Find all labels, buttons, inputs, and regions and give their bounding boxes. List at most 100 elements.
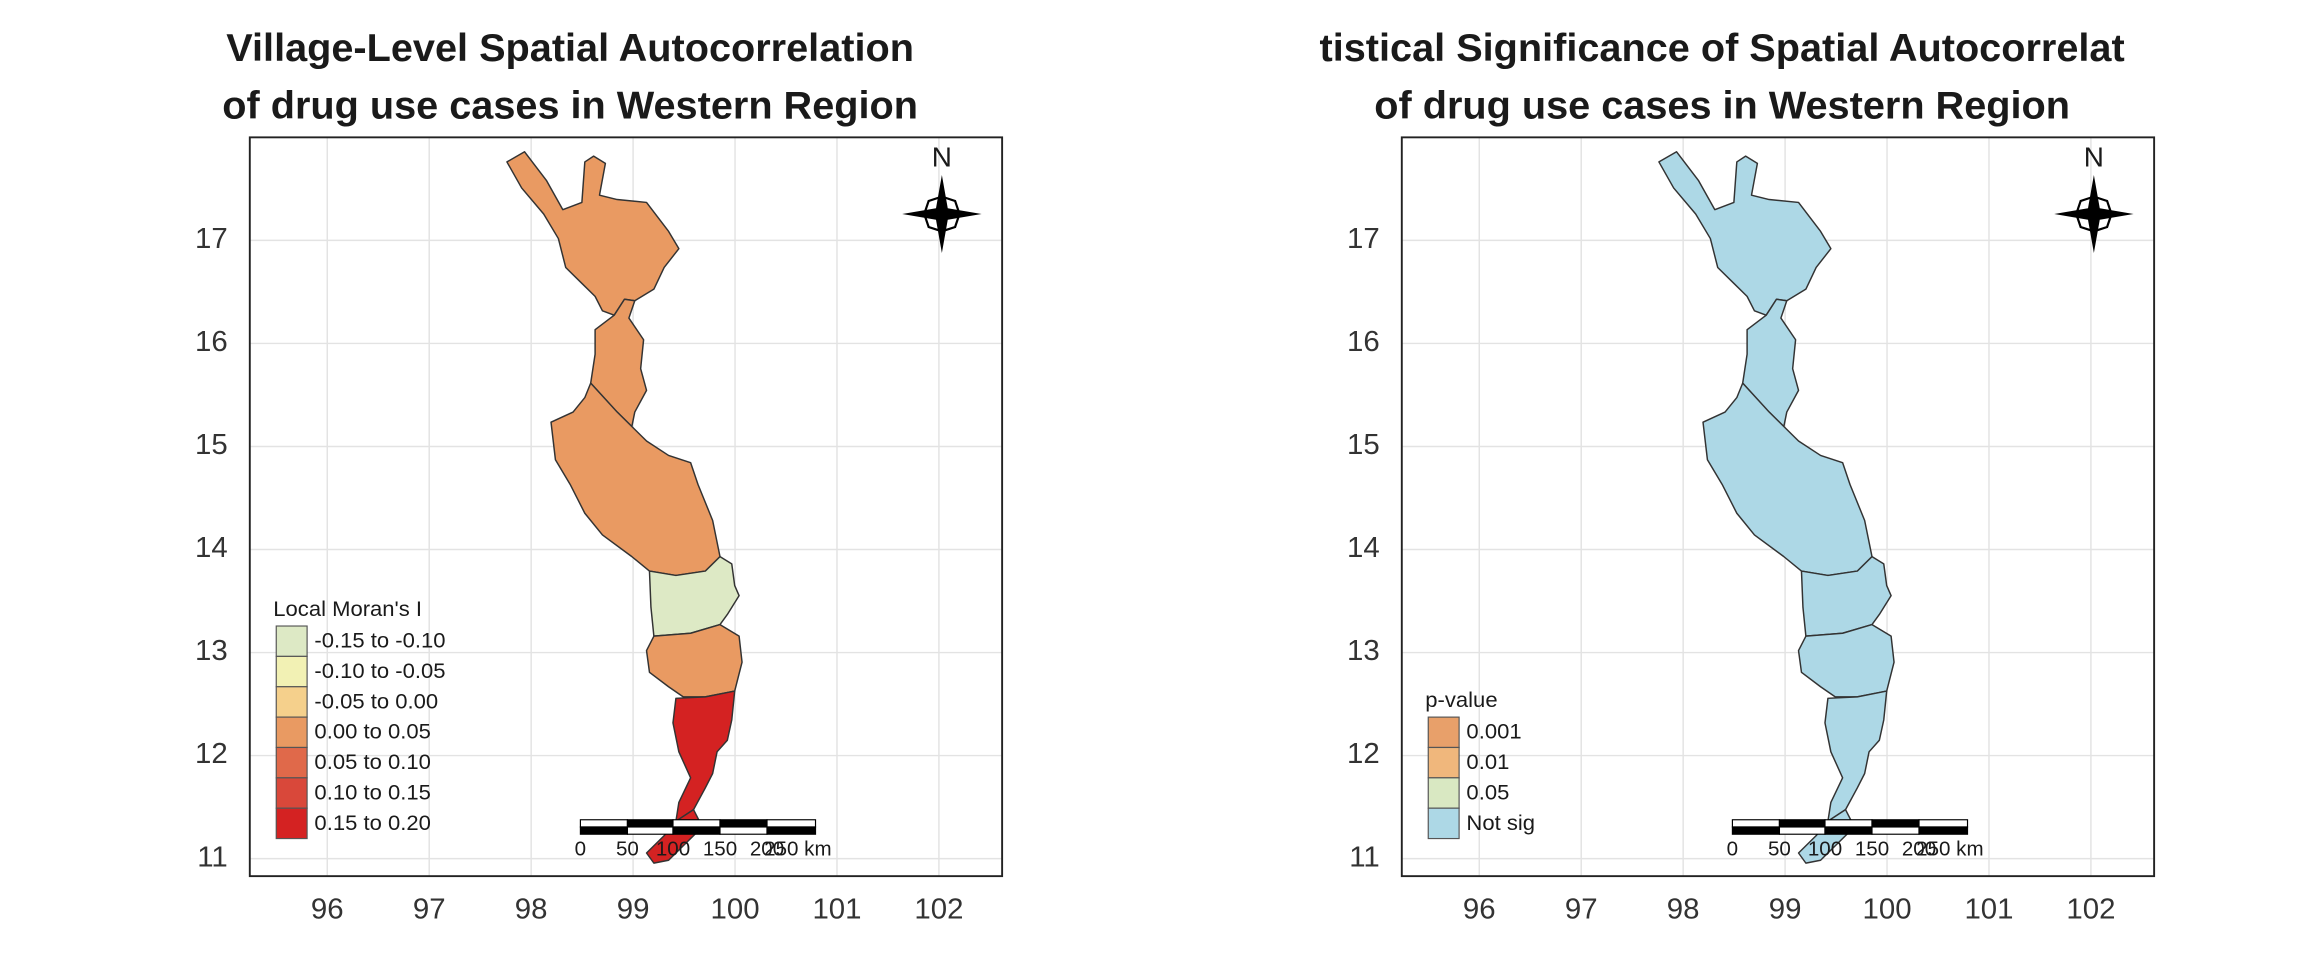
map-panel: tistical Significance of Spatial Autocor… bbox=[1320, 26, 2156, 926]
north-label: N bbox=[2084, 141, 2104, 172]
y-tick-label: 17 bbox=[195, 223, 228, 255]
scale-bar-segment bbox=[1824, 819, 1873, 828]
scale-bar-segment bbox=[766, 826, 817, 835]
scale-bar-label: 200 bbox=[1902, 839, 1936, 861]
legend-label: -0.15 to -0.10 bbox=[314, 628, 445, 653]
y-tick-label: 14 bbox=[195, 532, 228, 564]
legend-label: 0.10 to 0.15 bbox=[314, 780, 430, 805]
scale-bar-segment bbox=[1871, 826, 1920, 835]
legend-label: 0.05 to 0.10 bbox=[314, 749, 430, 774]
legend-swatch bbox=[1427, 716, 1460, 749]
scale-bar-segment bbox=[672, 826, 721, 835]
scale-bar-label: 0 bbox=[1727, 839, 1738, 861]
legend-label: -0.05 to 0.00 bbox=[314, 689, 438, 714]
y-tick-label: 13 bbox=[1347, 635, 1380, 667]
legend-swatch bbox=[275, 746, 308, 779]
scale-bar-segment bbox=[1778, 819, 1826, 828]
y-tick-label: 16 bbox=[195, 326, 228, 358]
x-tick-label: 99 bbox=[1769, 894, 1802, 926]
scale-bar-segment bbox=[626, 826, 674, 835]
x-tick-label: 100 bbox=[1863, 894, 1912, 926]
scale-bar-label: 200 bbox=[750, 839, 784, 861]
x-tick-label: 101 bbox=[812, 894, 861, 926]
y-tick-label: 14 bbox=[1347, 532, 1380, 564]
x-tick-label: 98 bbox=[1667, 894, 1700, 926]
scale-bar-label: 100 bbox=[1808, 839, 1842, 861]
scale-bar-label: 150 bbox=[1855, 839, 1889, 861]
north-arrow-inner bbox=[923, 195, 961, 233]
scale-bar-label: 250 km bbox=[1916, 839, 1983, 861]
scale-bar-segment bbox=[579, 826, 629, 835]
north-arrow-inner bbox=[2075, 195, 2113, 233]
x-tick-label: 102 bbox=[914, 894, 963, 926]
scale-bar-label: 100 bbox=[656, 839, 690, 861]
legend-label: Not sig bbox=[1466, 810, 1535, 835]
map-panel: Village-Level Spatial Autocorrelation of … bbox=[195, 26, 1004, 926]
map-title: of drug use cases in Western Region bbox=[1374, 84, 2070, 128]
scale-bar-segment bbox=[1824, 826, 1873, 835]
y-tick-label: 15 bbox=[195, 429, 228, 461]
x-tick-label: 97 bbox=[413, 894, 446, 926]
scale-bar-segment bbox=[626, 819, 674, 828]
legend-label: 0.15 to 0.20 bbox=[314, 810, 430, 835]
scale-bar-segment bbox=[672, 819, 721, 828]
scale-bar-label: 0 bbox=[575, 839, 586, 861]
legend-swatch bbox=[275, 716, 308, 749]
scale-bar-segment bbox=[719, 826, 768, 835]
x-tick-label: 100 bbox=[711, 894, 760, 926]
x-tick-label: 99 bbox=[617, 894, 650, 926]
y-tick-label: 13 bbox=[195, 635, 228, 667]
y-tick-label: 17 bbox=[1347, 223, 1380, 255]
legend-label: 0.00 to 0.05 bbox=[314, 719, 430, 744]
north-arrow bbox=[2054, 174, 2134, 254]
region bbox=[672, 690, 736, 822]
scale-bar-segment bbox=[1731, 819, 1781, 828]
y-tick-label: 16 bbox=[1347, 326, 1380, 358]
scale-bar-segment bbox=[766, 819, 817, 828]
scale-bar-label: 50 bbox=[616, 839, 639, 861]
x-tick-label: 96 bbox=[1463, 894, 1496, 926]
y-tick-label: 12 bbox=[1347, 738, 1380, 770]
map-title: tistical Significance of Spatial Autocor… bbox=[1320, 26, 2125, 70]
scale-bar-segment bbox=[1778, 826, 1826, 835]
x-tick-label: 96 bbox=[311, 894, 344, 926]
y-tick-label: 11 bbox=[197, 841, 227, 873]
region bbox=[1658, 151, 1832, 316]
scale-bar-label: 50 bbox=[1768, 839, 1791, 861]
legend-label: -0.10 to -0.05 bbox=[314, 658, 445, 683]
scale-bar-label: 150 bbox=[703, 839, 737, 861]
plot-border bbox=[1400, 136, 2156, 878]
plot-border bbox=[248, 136, 1004, 878]
legend-swatch bbox=[275, 686, 308, 718]
x-tick-label: 101 bbox=[1964, 894, 2013, 926]
legend-label: 0.001 bbox=[1466, 719, 1521, 744]
legend-label: 0.01 bbox=[1466, 749, 1509, 774]
map-title: of drug use cases in Western Region bbox=[222, 84, 918, 128]
y-tick-label: 11 bbox=[1349, 841, 1379, 873]
legend-swatch bbox=[1427, 807, 1460, 840]
map-title: Village-Level Spatial Autocorrelation bbox=[226, 26, 914, 70]
y-tick-label: 12 bbox=[195, 738, 228, 770]
legend-swatch bbox=[1427, 746, 1460, 779]
x-tick-label: 98 bbox=[515, 894, 548, 926]
region bbox=[506, 151, 680, 316]
scale-bar-label: 250 km bbox=[764, 839, 831, 861]
north-arrow bbox=[902, 174, 982, 254]
legend-title: p-value bbox=[1425, 687, 1497, 712]
x-tick-label: 97 bbox=[1565, 894, 1598, 926]
legend-title: Local Moran's I bbox=[273, 596, 422, 621]
scale-bar-segment bbox=[1918, 826, 1969, 835]
scale-bar-segment bbox=[579, 819, 629, 828]
legend-swatch bbox=[1427, 777, 1460, 809]
north-label: N bbox=[932, 141, 952, 172]
scale-bar-segment bbox=[1918, 819, 1969, 828]
scale-bar-segment bbox=[719, 819, 768, 828]
legend-label: 0.05 bbox=[1466, 780, 1509, 805]
scale-bar-segment bbox=[1731, 826, 1781, 835]
y-tick-label: 15 bbox=[1347, 429, 1380, 461]
region bbox=[1824, 690, 1888, 822]
legend-swatch bbox=[275, 655, 308, 688]
scale-bar-segment bbox=[1871, 819, 1920, 828]
x-tick-label: 102 bbox=[2066, 894, 2115, 926]
